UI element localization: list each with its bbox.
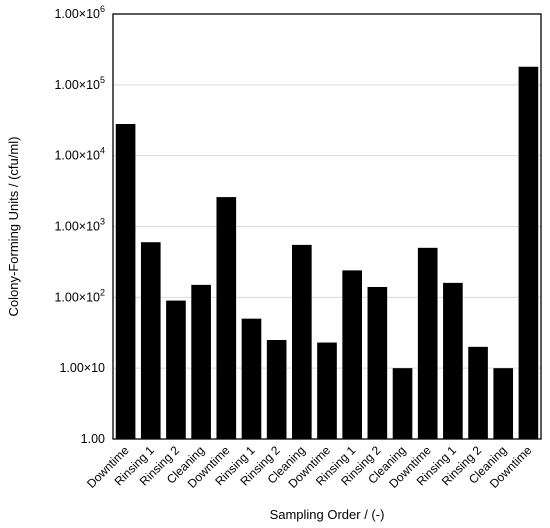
bar-7 — [266, 339, 287, 439]
bar-17 — [518, 66, 539, 440]
y-tick-label-3: 1.00×103 — [54, 217, 105, 234]
bar-4 — [191, 284, 211, 439]
y-tick-exponent-5: 5 — [100, 75, 105, 85]
y-tick-exponent-3: 3 — [100, 217, 105, 227]
bar-9 — [317, 342, 337, 439]
bar-16 — [493, 368, 514, 439]
bar-10 — [342, 270, 362, 439]
y-tick-label-4: 1.00×104 — [54, 146, 105, 163]
bars — [115, 66, 539, 440]
y-tick-exponent-2: 2 — [100, 287, 105, 297]
y-tick-label-0: 1.00 — [81, 432, 105, 446]
bar-13 — [417, 247, 438, 439]
x-axis-title: Sampling Order / (-) — [270, 507, 385, 522]
bar-11 — [367, 286, 388, 439]
y-tick-exponent-4: 4 — [100, 146, 105, 156]
bar-15 — [468, 346, 488, 439]
y-tick-label-1: 1.00×10 — [59, 361, 105, 375]
bar-3 — [166, 300, 186, 439]
bar-12 — [392, 368, 413, 439]
y-tick-label-6: 1.00×106 — [54, 4, 105, 21]
bar-14 — [443, 282, 463, 439]
y-tick-exponent-6: 6 — [100, 4, 105, 14]
bar-8 — [292, 244, 312, 439]
y-tick-labels: 1.00 1.00×10 1.00×102 1.00×103 1.00×104 1.00×… — [54, 4, 105, 446]
plot-frame — [112, 13, 542, 440]
y-axis-title: Colony-Forming Units / (cfu/ml) — [6, 137, 21, 317]
bar-2 — [140, 242, 161, 439]
y-tick-label-5: 1.00×105 — [54, 75, 105, 92]
y-tick-label-2: 1.00×102 — [54, 287, 105, 304]
bar-1 — [115, 123, 136, 439]
bar-6 — [241, 318, 262, 439]
bar-5 — [216, 197, 237, 439]
